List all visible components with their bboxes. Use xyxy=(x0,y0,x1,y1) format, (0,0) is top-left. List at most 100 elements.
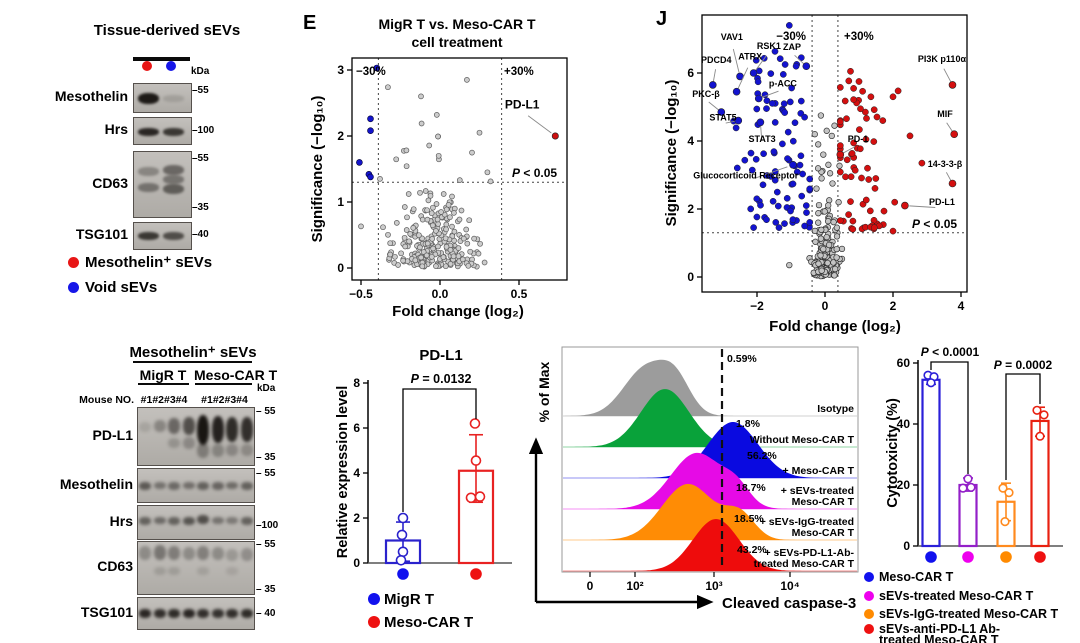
void-sevs-dot xyxy=(166,61,176,71)
ns-point xyxy=(475,250,482,257)
protein-band xyxy=(139,422,151,433)
down-point xyxy=(797,152,805,160)
up-protein-point xyxy=(948,179,957,188)
ns-point xyxy=(826,197,833,204)
blot-row-label: TSG101 xyxy=(75,226,128,242)
ns-point xyxy=(440,254,447,261)
ns-point xyxy=(464,77,470,83)
down-point xyxy=(753,195,761,203)
lane-numbers: #1#2#3#4 xyxy=(201,394,248,406)
protein-band xyxy=(226,609,238,618)
series-label: Meso-CAR T xyxy=(792,527,855,539)
series-label: + Meso-CAR T xyxy=(783,465,855,477)
ns-point xyxy=(435,133,441,140)
leader-line xyxy=(708,101,720,111)
title-underline xyxy=(133,361,252,363)
up-point xyxy=(836,118,844,126)
ns-point xyxy=(812,238,819,245)
down-point xyxy=(783,194,791,202)
down-point xyxy=(780,100,788,108)
protein-band xyxy=(211,609,224,618)
leader-line xyxy=(794,54,805,65)
up-point xyxy=(880,207,888,215)
up-point xyxy=(845,211,852,218)
ns-point xyxy=(455,253,462,260)
down-point xyxy=(806,185,814,193)
x-tick-label: 0 xyxy=(822,299,829,313)
up-point xyxy=(889,227,897,235)
ns-point xyxy=(476,129,483,136)
protein-band xyxy=(137,92,159,104)
down-point xyxy=(806,219,814,226)
down-point xyxy=(769,100,776,107)
ns-point xyxy=(460,235,467,242)
protein-band xyxy=(162,164,184,175)
y-tick-label: 2 xyxy=(337,129,344,143)
ns-point xyxy=(430,204,436,211)
y-tick-label: 8 xyxy=(353,376,360,390)
kda-marker: – 35 xyxy=(256,584,276,595)
protein-band xyxy=(153,566,166,575)
up-point xyxy=(849,225,857,233)
legend-dot xyxy=(68,257,79,268)
down-point xyxy=(775,224,783,231)
up-point xyxy=(866,207,874,215)
ns-point xyxy=(423,252,430,259)
replicate-point xyxy=(470,455,482,466)
protein-band xyxy=(197,546,209,561)
down-point xyxy=(781,61,789,68)
replicate-point xyxy=(998,483,1008,493)
leader-line xyxy=(943,68,952,83)
up-point xyxy=(864,164,871,172)
replicate-point xyxy=(395,554,407,566)
down-protein-point xyxy=(802,62,811,70)
blot-row-label: CD63 xyxy=(92,174,128,191)
blot-row-label: PD-L1 xyxy=(92,426,133,443)
protein-band xyxy=(197,566,209,575)
ns-point xyxy=(405,191,412,197)
down-point xyxy=(733,164,741,172)
group-label-migr-t: MigR T xyxy=(139,367,187,383)
ns-point xyxy=(456,216,463,223)
panel-letter-j: J xyxy=(656,8,668,30)
down-point xyxy=(763,105,770,112)
y-tick-label: 60 xyxy=(897,356,911,370)
ns-point xyxy=(813,185,820,192)
gel-box xyxy=(133,151,192,218)
up-point xyxy=(870,106,878,114)
x-tick-label: −2 xyxy=(750,299,764,313)
protein-band xyxy=(168,481,180,490)
gate-percent-label: 43.2% xyxy=(737,544,767,556)
ns-point xyxy=(377,176,383,182)
ns-point xyxy=(422,188,429,194)
down-protein-point xyxy=(749,69,758,77)
ns-point xyxy=(419,263,426,270)
legend-label: sEVs-treated Meso-CAR T xyxy=(879,589,1034,603)
down-point xyxy=(796,161,804,169)
protein-band xyxy=(197,609,209,618)
up-point xyxy=(879,117,887,124)
ns-point xyxy=(817,112,825,119)
protein-band xyxy=(137,232,159,240)
protein-band xyxy=(182,516,195,525)
legend-label: Meso-CAR T xyxy=(384,614,473,631)
protein-band xyxy=(182,546,195,560)
significance-bracket xyxy=(402,388,477,512)
ns-point xyxy=(393,156,400,163)
replicate-point xyxy=(474,491,486,502)
down-point xyxy=(792,62,800,70)
protein-band xyxy=(162,232,184,240)
protein-band xyxy=(197,414,209,445)
up-point xyxy=(906,132,914,140)
series-label: + sEVs-treated xyxy=(781,485,854,497)
up-point xyxy=(872,175,880,182)
ns-point xyxy=(451,210,457,216)
up-point xyxy=(858,174,865,182)
mouse-number-label: Mouse NO. xyxy=(79,394,134,406)
ns-point xyxy=(434,216,441,223)
pvalue-label: P = 0.0132 xyxy=(411,372,472,386)
ns-point xyxy=(416,232,422,239)
ns-point xyxy=(811,131,818,138)
protein-band xyxy=(137,167,159,176)
